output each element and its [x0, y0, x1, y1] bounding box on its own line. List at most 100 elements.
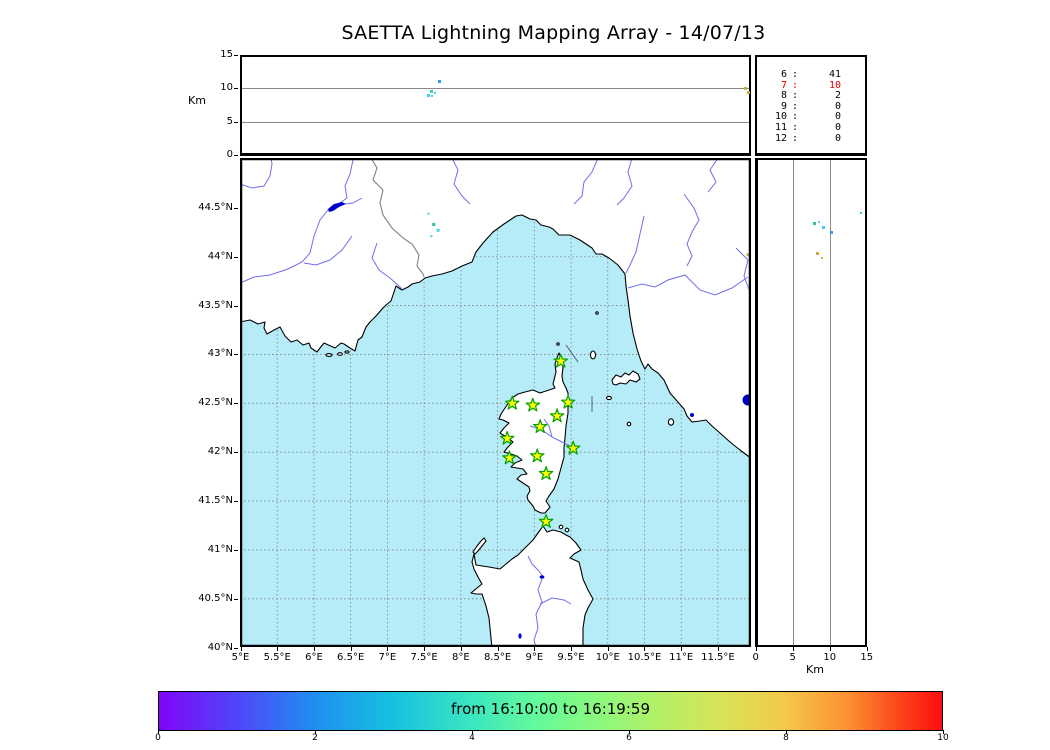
time-window-label: from 16:10:00 to 16:19:59	[450, 700, 650, 718]
lightning-source-dot	[813, 221, 817, 225]
lma-station-star	[532, 419, 548, 433]
lagoon-orbetello	[690, 413, 694, 417]
lightning-source-dot	[438, 79, 442, 83]
altitude-gridline	[242, 88, 749, 90]
lma-station-star	[549, 408, 565, 423]
island-giraglia	[556, 342, 560, 346]
island-capraia	[589, 350, 597, 360]
longitude-tick-mark	[644, 647, 646, 651]
lightning-source-dot	[744, 86, 748, 90]
altitude-tick-label: 10	[220, 82, 233, 94]
count-altitude: 11	[774, 121, 787, 133]
count-value: 10	[828, 79, 841, 91]
latitude-tick-label: 43.5°N	[198, 299, 233, 311]
count-value: 0	[834, 100, 841, 112]
lightning-source-dot	[821, 225, 825, 229]
border-france-italy	[370, 158, 425, 278]
count-altitude: 12	[774, 132, 787, 144]
river-serchio	[625, 215, 645, 274]
colorbar-tick-label: 10	[937, 733, 949, 743]
altitude-vs-latitude-panel	[755, 158, 867, 647]
latitude-tick-mark	[234, 452, 238, 454]
altitude-tick-label: 0	[226, 149, 233, 160]
count-colon: :	[791, 121, 799, 133]
source-count-row: 12: 0	[767, 132, 857, 145]
time-colorbar	[158, 691, 943, 731]
map-frame	[240, 158, 751, 647]
latitude-tick-mark	[234, 501, 238, 503]
count-value: 0	[834, 132, 841, 144]
river-arno	[627, 274, 749, 296]
lma-station-star	[538, 514, 554, 528]
altitude-vs-longitude-panel	[240, 55, 751, 156]
source-count-row: 6: 41	[767, 69, 857, 81]
island-port-cros	[337, 352, 343, 356]
lightning-source-dot	[431, 95, 434, 98]
lightning-source-dot	[820, 256, 823, 259]
longitude-tick-label: 7.5°E	[410, 652, 438, 663]
altitude-gridline	[792, 160, 794, 645]
latitude-tick-mark	[234, 647, 238, 649]
island-pianosa	[606, 395, 612, 401]
right-altitude-tick-label: 15	[860, 652, 874, 663]
lightning-source-dot	[427, 212, 430, 215]
latitude-tick-mark	[234, 549, 238, 551]
count-altitude: 9	[780, 100, 787, 112]
lightning-source-dot	[432, 223, 436, 226]
longitude-tick-mark	[240, 647, 242, 651]
longitude-tick-label: 7°E	[378, 652, 397, 663]
altitude-axis-label: Km	[188, 94, 206, 107]
source-count-row: 8: 2	[767, 91, 857, 102]
colorbar-tick-label: 6	[626, 733, 632, 743]
river-verdon	[303, 235, 353, 266]
right-panel-axis-label: Km	[806, 663, 824, 676]
lma-station-star	[505, 395, 520, 410]
count-altitude: 7	[780, 79, 787, 91]
count-colon: :	[791, 90, 799, 102]
longitude-tick-mark	[497, 647, 499, 651]
latitude-tick-label: 43°N	[207, 348, 233, 360]
longitude-tick-label: 11.5°E	[701, 652, 735, 663]
altitude-tick-mark	[234, 121, 238, 123]
latitude-tick-mark	[234, 256, 238, 258]
source-count-row: 10: 0	[767, 112, 857, 123]
lma-station-star	[530, 448, 545, 463]
map-stroke-1	[565, 344, 579, 363]
lake-serre-poncon	[328, 202, 346, 212]
lightning-sources-map	[427, 212, 750, 257]
longitude-tick-mark	[350, 647, 352, 651]
lma-station-star	[560, 394, 576, 409]
latitude-tick-label: 40°N	[207, 641, 233, 653]
lma-station-star	[525, 397, 541, 412]
colorbar-tick-mark	[629, 730, 630, 734]
count-value: 0	[834, 121, 841, 133]
river-var	[371, 242, 403, 290]
longitude-tick-label: 5°E	[231, 652, 250, 663]
colorbar-tick-label: 2	[312, 733, 318, 743]
island-giglio	[667, 418, 675, 426]
source-counts-rows: 6:41 7:10 8:2 9:0 10:0 11:0 12:0	[767, 69, 857, 145]
longitude-tick-mark	[313, 647, 315, 651]
count-colon: :	[791, 132, 799, 144]
count-altitude: 6	[780, 69, 787, 80]
lma-station-star	[553, 353, 568, 368]
island-porquerolles	[325, 353, 333, 357]
lightning-source-dot	[859, 211, 862, 214]
island-gorgona	[595, 311, 599, 315]
altitude-tick-label: 5	[226, 115, 233, 127]
longitude-tick-label: 11°E	[669, 652, 694, 663]
lightning-source-dot	[433, 91, 436, 94]
lightning-source-dot	[746, 253, 750, 257]
lightning-source-dot	[429, 89, 433, 93]
lightning-source-dot	[430, 235, 433, 238]
latitude-tick-label: 44.5°N	[198, 201, 233, 213]
river-drac	[240, 158, 273, 189]
lma-station-star	[566, 440, 581, 455]
colorbar-tick-label: 8	[783, 733, 789, 743]
right-altitude-tick-mark	[755, 647, 757, 651]
count-colon: :	[791, 111, 799, 123]
right-altitude-tick-label: 0	[752, 652, 759, 663]
lake-coghinas	[539, 575, 545, 579]
longitude-tick-mark	[571, 647, 573, 651]
colorbar-tick-mark	[786, 730, 787, 734]
